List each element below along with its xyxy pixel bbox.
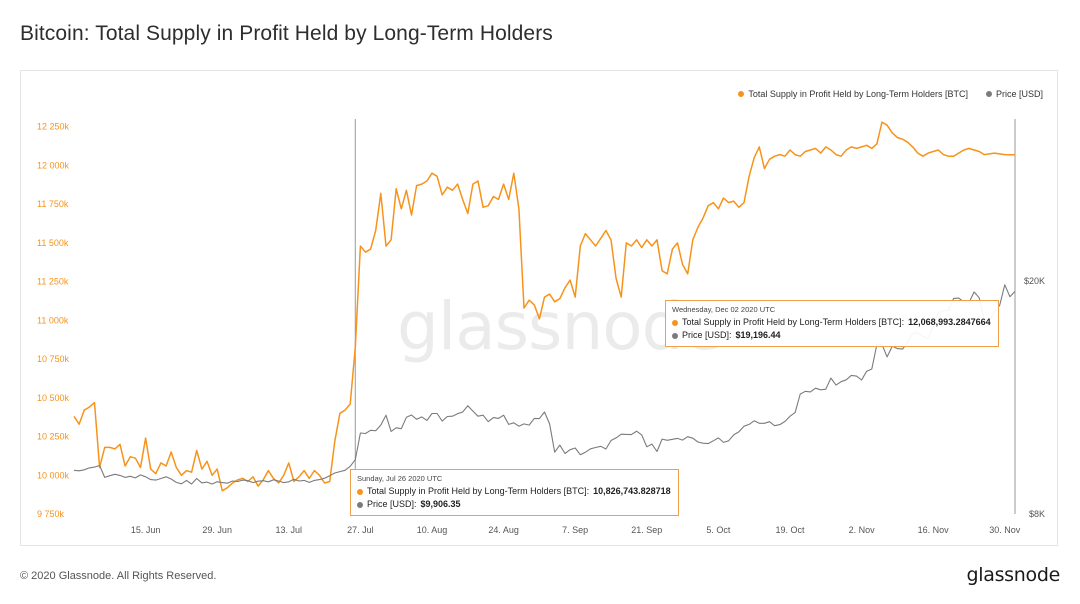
x-tick: 16. Nov [918, 525, 950, 535]
copyright-text: © 2020 Glassnode. All Rights Reserved. [20, 570, 217, 582]
x-tick: 30. Nov [989, 525, 1021, 535]
brand-logo[interactable]: glassnode [966, 564, 1061, 586]
tooltip-dot-supply [672, 319, 678, 326]
x-tick: 13. Jul [276, 525, 303, 535]
tooltip-price-value: $19,196.44 [735, 330, 781, 340]
chart-plot: 9 750k 10 000k 10 250k 10 500k 10 750k 11 000… [37, 119, 1045, 535]
y-tick-left: 10 750k [37, 354, 70, 364]
legend-label-supply: Total Supply in Profit Held by Long-Term… [748, 89, 968, 99]
tooltip-dot-price [357, 501, 363, 508]
x-tick: 21. Sep [631, 525, 662, 535]
y-tick-left: 11 500k [37, 238, 69, 248]
legend-item-price[interactable]: Price [USD] [985, 89, 1043, 99]
page-title: Bitcoin: Total Supply in Profit Held by … [20, 22, 553, 45]
tooltip-dot-price [672, 332, 678, 339]
x-tick: 2. Nov [849, 525, 876, 535]
x-tick: 29. Jun [202, 525, 232, 535]
tooltip-row-price: Price [USD]: $19,196.44 [672, 329, 991, 342]
tooltip-jul-26: Sunday, Jul 26 2020 UTC Total Supply in … [350, 469, 679, 516]
y-tick-left: 10 250k [37, 432, 70, 442]
x-tick: 24. Aug [488, 525, 519, 535]
x-tick: 27. Jul [347, 525, 374, 535]
tooltip-row-supply: Total Supply in Profit Held by Long-Term… [672, 316, 991, 329]
chart-container[interactable]: Total Supply in Profit Held by Long-Term… [20, 70, 1058, 546]
tooltip-date: Sunday, Jul 26 2020 UTC [357, 474, 443, 483]
y-tick-left: 12 250k [37, 122, 70, 132]
tooltip-dec-02: Wednesday, Dec 02 2020 UTC Total Supply … [665, 300, 999, 347]
tooltip-row-price: Price [USD]: $9,906.35 [357, 498, 671, 511]
tooltip-supply-value: 12,068,993.2847664 [908, 317, 991, 327]
tooltip-price-value: $9,906.35 [420, 499, 461, 509]
legend-label-price: Price [USD] [995, 89, 1043, 99]
tooltip-dot-supply [357, 488, 363, 495]
y-tick-left: 11 250k [37, 277, 69, 287]
tooltip-date: Wednesday, Dec 02 2020 UTC [672, 305, 776, 314]
series-line-supply [73, 121, 1015, 492]
x-tick: 5. Oct [706, 525, 731, 535]
x-tick: 15. Jun [131, 525, 161, 535]
y-tick-left: 11 000k [37, 315, 69, 325]
y-tick-right: $20K [1024, 276, 1045, 286]
legend-dot-supply [738, 91, 745, 97]
y-tick-left: 10 500k [37, 393, 70, 403]
chart-legend: Total Supply in Profit Held by Long-Term… [738, 89, 1043, 99]
tooltip-supply-label: Total Supply in Profit Held by Long-Term… [367, 486, 590, 496]
y-tick-left: 9 750k [37, 509, 65, 519]
series-line-price [73, 284, 1016, 485]
tooltip-row-supply: Total Supply in Profit Held by Long-Term… [357, 485, 671, 498]
x-tick: 10. Aug [417, 525, 448, 535]
tooltip-price-label: Price [USD]: [367, 499, 417, 509]
legend-dot-price [985, 91, 992, 97]
y-tick-left: 11 750k [37, 199, 69, 209]
y-tick-left: 12 000k [37, 160, 70, 170]
y-tick-left: 10 000k [37, 470, 70, 480]
tooltip-price-label: Price [USD]: [682, 330, 732, 340]
x-tick: 7. Sep [562, 525, 588, 535]
y-tick-right: $8K [1029, 509, 1045, 519]
x-tick: 19. Oct [775, 525, 805, 535]
legend-item-supply[interactable]: Total Supply in Profit Held by Long-Term… [738, 89, 968, 99]
tooltip-supply-label: Total Supply in Profit Held by Long-Term… [682, 317, 905, 327]
tooltip-supply-value: 10,826,743.828718 [593, 486, 671, 496]
